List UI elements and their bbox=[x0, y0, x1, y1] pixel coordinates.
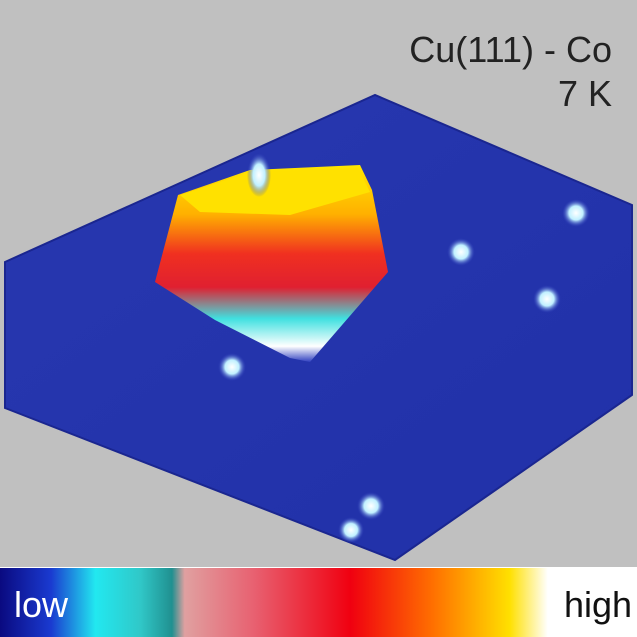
adatom bbox=[338, 517, 364, 543]
sample-label: Cu(111) - Co bbox=[409, 29, 612, 70]
adatom bbox=[218, 353, 246, 381]
colorbar-high: high bbox=[564, 584, 632, 625]
adatom bbox=[533, 285, 561, 313]
temperature-label: 7 K bbox=[558, 73, 612, 114]
island-spike bbox=[247, 153, 271, 197]
adatom bbox=[562, 199, 590, 227]
colorbar bbox=[0, 568, 637, 637]
figure: Cu(111) - Co 7 K low high bbox=[0, 0, 637, 637]
colorbar-low: low bbox=[14, 584, 69, 625]
adatom bbox=[357, 492, 385, 520]
adatom bbox=[447, 238, 475, 266]
